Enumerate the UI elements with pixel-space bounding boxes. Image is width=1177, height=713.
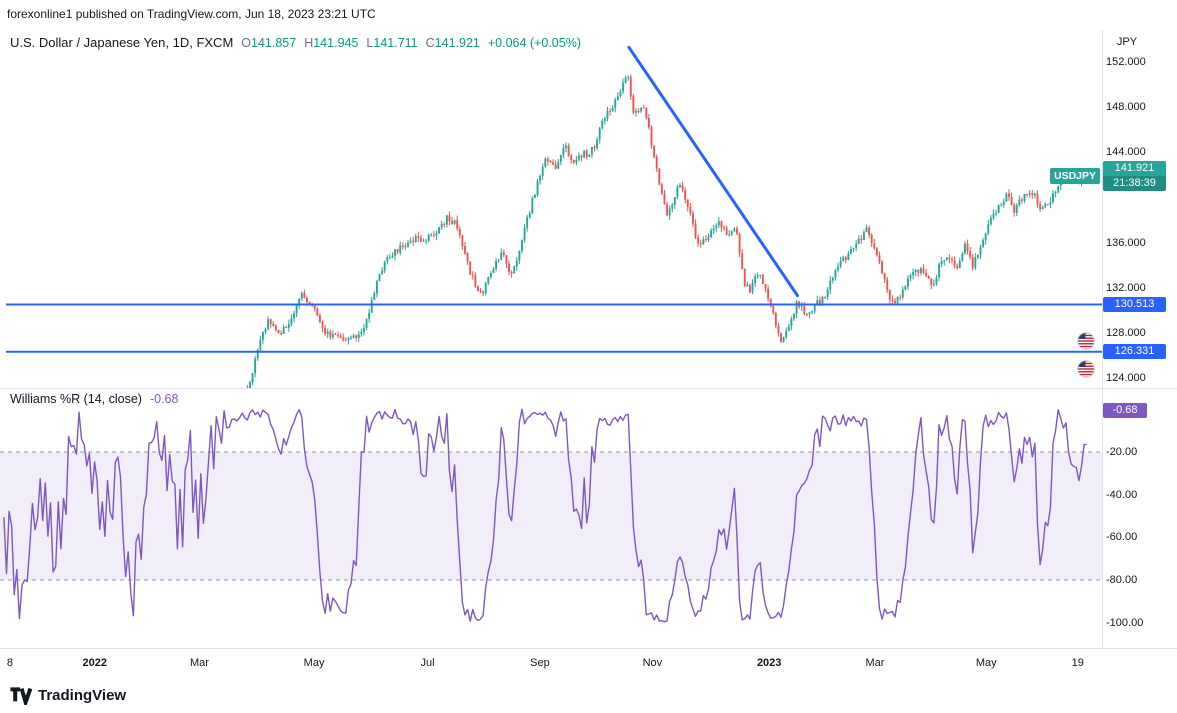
price-axis-label: 152.000 <box>1106 56 1146 68</box>
publisher-name: forexonline1 <box>7 7 73 21</box>
time-axis-label: 8 <box>6 657 13 669</box>
time-axis-label: 19 <box>1071 657 1084 669</box>
publish-header: forexonline1 published on TradingView.co… <box>7 7 376 21</box>
hline-price-label-2: 126.331 <box>1103 344 1166 359</box>
us-flag-icon <box>1077 332 1095 350</box>
price-axis-label: 124.000 <box>1106 371 1146 384</box>
ohlc-label: O <box>241 36 252 50</box>
time-axis-label: Sep <box>530 657 550 669</box>
indicator-title[interactable]: Williams %R (14, close) <box>10 392 142 406</box>
price-axis-label: 148.000 <box>1106 101 1146 114</box>
time-axis-label: 2023 <box>756 657 782 669</box>
indicator-legend[interactable]: Williams %R (14, close) -0.68 <box>10 392 178 406</box>
price-axis-label: 144.000 <box>1106 146 1146 159</box>
panel-separator <box>0 388 1177 389</box>
tradingview-wordmark[interactable]: TradingView <box>38 686 127 704</box>
symbol-price-pill: USDJPY <box>1050 168 1100 184</box>
price-axis-label: 132.000 <box>1106 281 1146 294</box>
price-axis-unit: JPY <box>1116 36 1138 48</box>
indicator-axis-label: -100.00 <box>1106 616 1144 629</box>
footer: TradingView <box>8 685 126 705</box>
us-flag-icon <box>1077 360 1095 378</box>
axis-separator <box>1102 30 1103 648</box>
time-axis-label: Jul <box>420 657 435 669</box>
time-axis-label: Mar <box>189 657 209 669</box>
tradingview-logo-icon[interactable] <box>8 685 32 705</box>
indicator-last-value: -0.68 <box>149 392 179 406</box>
ohlc-value: 141.945 <box>313 36 359 50</box>
ohlc-value: 141.921 <box>434 36 480 50</box>
ohlc-values: O141.857 H141.945 L141.711 C141.921 <box>233 35 480 50</box>
publish-info: published on TradingView.com, Jun 18, 20… <box>72 7 376 21</box>
time-axis[interactable]: 8 2022 Mar May Jul Sep Nov 2023 Mar May 19 <box>0 648 1177 678</box>
time-axis-label: May <box>975 657 997 669</box>
last-price: 141.921 <box>1114 162 1155 174</box>
ohlc-label: L <box>366 36 374 50</box>
symbol-title[interactable]: U.S. Dollar / Japanese Yen, 1D, FXCM <box>10 35 234 50</box>
last-price-badge: 141.921 21:38:39 <box>1103 161 1166 191</box>
williams-r-pane[interactable] <box>0 390 1102 648</box>
change-value: +0.064 (+0.05%) <box>487 36 581 50</box>
indicator-axis-label: -20.00 <box>1106 445 1138 458</box>
hline-price-label-1: 130.513 <box>1103 297 1166 312</box>
indicator-axis-label: -40.00 <box>1106 488 1138 501</box>
symbol-legend[interactable]: U.S. Dollar / Japanese Yen, 1D, FXCM O141… <box>10 35 581 50</box>
time-axis-label: May <box>303 657 325 669</box>
ohlc-value: 141.711 <box>373 36 418 50</box>
time-axis-label: 2022 <box>82 657 107 669</box>
indicator-axis-label: -80.00 <box>1106 573 1138 586</box>
price-axis-label: 136.000 <box>1106 236 1146 249</box>
time-axis-label: Mar <box>865 657 885 669</box>
price-chart-pane[interactable] <box>0 30 1102 388</box>
price-axis-label: 128.000 <box>1106 326 1146 339</box>
ohlc-label: H <box>304 36 314 50</box>
time-axis-label: Nov <box>642 657 663 669</box>
bar-countdown: 21:38:39 <box>1103 176 1166 191</box>
ohlc-label: C <box>425 36 435 50</box>
ohlc-value: 141.857 <box>251 36 297 50</box>
indicator-value-badge: -0.68 <box>1103 403 1147 418</box>
indicator-axis-label: -60.00 <box>1106 531 1138 544</box>
